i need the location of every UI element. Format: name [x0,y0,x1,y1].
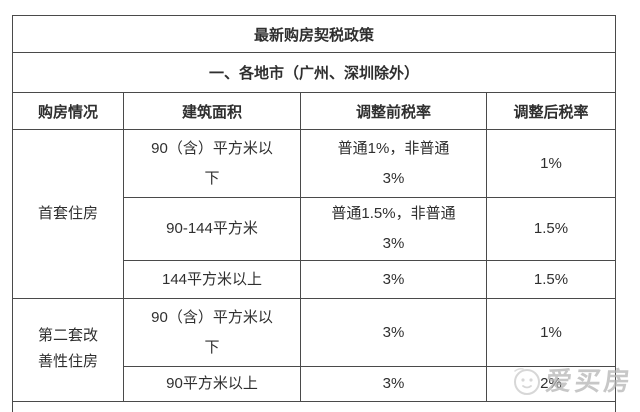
cell-area: 90（含）平方米以下 [123,298,301,367]
cell-rate-before: 普通1%，非普通3% [300,129,487,198]
col-header-purchase-situation: 购房情况 [12,92,124,130]
cell-situation-second-home: 第二套改善性住房 [12,298,124,402]
cell-rate-after: 1% [485,298,617,367]
cell-rate-before: 3% [300,298,487,367]
cell-rate-after: 2% [485,366,617,402]
area-label: 90平方米以上 [166,375,258,392]
area-label: 90-144平方米 [166,220,258,237]
situation-label: 第二套改善性住房 [37,327,98,370]
cell-area: 90平方米以上 [123,366,301,402]
cell-rate-before: 普通1.5%，非普通3% [300,197,487,261]
cell-rate-after: 1.5% [485,260,617,299]
section-header: 一、各地市（广州、深圳除外） [12,52,617,93]
tax-policy-table: 最新购房契税政策 一、各地市（广州、深圳除外） 购房情况 建筑面积 调整前税率 … [12,15,617,412]
next-section-partial-row [12,401,617,412]
area-label: 90（含）平方米以下 [151,308,273,356]
section-header-row: 一、各地市（广州、深圳除外） [12,52,617,93]
cell-rate-before: 3% [300,366,487,402]
column-header-row: 购房情况 建筑面积 调整前税率 调整后税率 [12,92,617,130]
cell-area: 90（含）平方米以下 [123,129,301,198]
col-header-building-area: 建筑面积 [123,92,301,130]
cutoff-row [12,401,617,412]
table-row: 90平方米以上 3% 2% [13,366,617,402]
rate-before-label: 普通1.5%，非普通3% [331,205,456,252]
table-row: 首套住房 90（含）平方米以下 普通1%，非普通3% 1% [12,129,617,299]
cell-situation-first-home: 首套住房 [12,129,124,299]
col-header-rate-before: 调整前税率 [300,92,487,130]
col-header-rate-after: 调整后税率 [485,92,617,130]
table-title-row: 最新购房契税政策 [12,15,617,53]
table-row: 90-144平方米 普通1.5%，非普通3% 1.5% [13,197,617,261]
cell-rate-after: 1% [485,129,617,198]
cell-rate-after: 1.5% [485,197,617,261]
table-title: 最新购房契税政策 [12,15,617,53]
area-label: 144平方米以上 [161,270,263,288]
rate-before-label: 普通1%，非普通3% [337,139,450,187]
situation-label: 首套住房 [37,205,98,222]
cell-area: 90-144平方米 [123,197,301,261]
area-label: 90（含）平方米以下 [151,139,273,187]
cell-rate-before: 3% [300,260,487,299]
cell-area: 144平方米以上 [123,260,301,299]
tax-policy-sheet: 最新购房契税政策 一、各地市（广州、深圳除外） 购房情况 建筑面积 调整前税率 … [12,15,618,412]
table-row: 144平方米以上 3% 1.5% [13,260,617,299]
table-row: 第二套改善性住房 90（含）平方米以下 3% 1% [12,298,617,402]
